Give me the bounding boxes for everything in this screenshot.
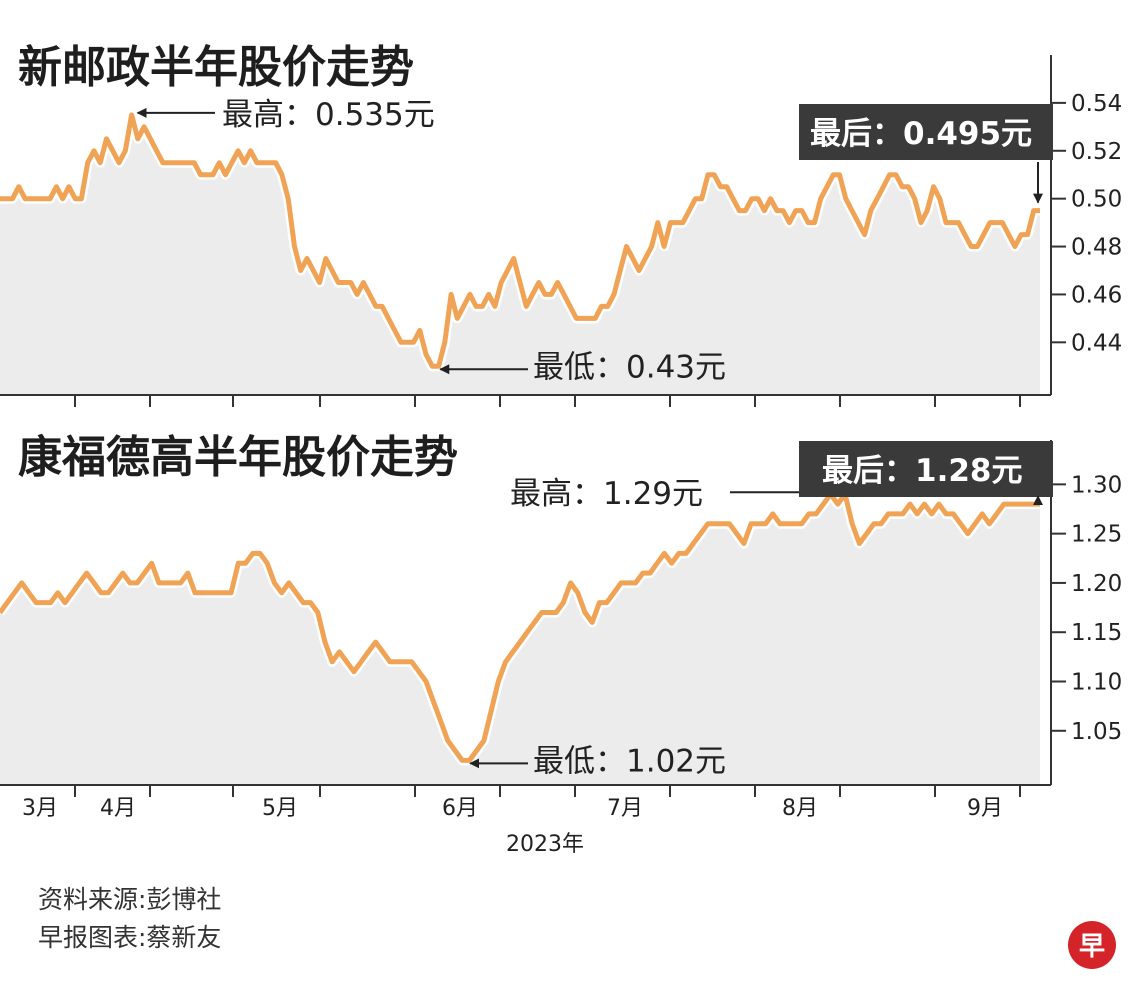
chart-panel-1: 0.54 0.52 0.50 0.48 0.46 0.44 新邮政半年股价走势 最高：0.…	[0, 42, 1122, 407]
price-area-1	[0, 114, 1040, 396]
y-tick-label: 1.05	[1071, 719, 1122, 745]
annotation-last-label-2: 最后：1.28元	[822, 453, 1023, 489]
chart-panel-2: 1.30 1.25 1.20 1.15 1.10 1.05 康福德高半年股价走势 最高：1…	[0, 432, 1122, 857]
x-ticks-2	[74, 785, 1021, 797]
y-ticks-1: 0.54 0.52 0.50 0.48 0.46 0.44	[1051, 91, 1122, 356]
annotation-last-2: 最后：1.28元	[799, 441, 1053, 506]
zaobao-logo: 早	[1068, 921, 1116, 969]
annotation-low-2: 最低：1.02元	[469, 743, 726, 779]
annotation-high-1: 最高：0.535元	[136, 97, 435, 133]
price-area-2	[0, 494, 1040, 785]
source-line-2: 早报图表:蔡新友	[38, 923, 221, 952]
annotation-last-label-1: 最后：0.495元	[810, 116, 1032, 152]
x-tick-label: 6月	[442, 796, 478, 821]
logo-circle	[1068, 921, 1116, 969]
x-tick-label: 5月	[262, 796, 298, 821]
x-tick-label: 3月	[22, 796, 58, 821]
annotation-high-label-2: 最高：1.29元	[510, 476, 703, 512]
y-tick-label: 1.20	[1071, 571, 1122, 597]
chart-title-1: 新邮政半年股价走势	[18, 42, 414, 93]
x-tick-label: 9月	[967, 796, 1003, 821]
annotation-high-label-1: 最高：0.535元	[222, 97, 435, 133]
chart-title-2: 康福德高半年股价走势	[18, 432, 458, 483]
logo-char: 早	[1079, 932, 1105, 962]
y-tick-label: 0.50	[1071, 187, 1122, 213]
y-tick-label: 0.44	[1071, 330, 1122, 356]
annotation-high-2: 最高：1.29元	[510, 476, 824, 512]
year-label: 2023年	[506, 832, 584, 857]
source-line-1: 资料来源:彭博社	[38, 885, 221, 914]
x-tick-label: 8月	[782, 796, 818, 821]
last-price-box-1	[799, 104, 1053, 160]
y-tick-label: 1.15	[1071, 620, 1122, 646]
y-ticks-2: 1.30 1.25 1.20 1.15 1.10 1.05	[1051, 472, 1122, 745]
x-tick-label: 4月	[100, 796, 136, 821]
annotation-low-label-2: 最低：1.02元	[533, 743, 726, 779]
month-labels: 3月 4月 5月 6月 7月 8月 9月	[22, 796, 1003, 821]
x-tick-label: 7月	[607, 796, 643, 821]
y-tick-label: 1.10	[1071, 670, 1122, 696]
y-tick-label: 1.30	[1071, 472, 1122, 498]
y-tick-label: 1.25	[1071, 522, 1122, 548]
annotation-low-1: 最低：0.43元	[439, 349, 726, 385]
y-tick-label: 0.54	[1071, 91, 1122, 117]
annotation-last-1: 最后：0.495元	[799, 104, 1053, 204]
price-line-2	[0, 491, 1040, 763]
x-ticks-1	[74, 395, 1021, 407]
annotation-low-label-1: 最低：0.43元	[533, 349, 726, 385]
y-tick-label: 0.46	[1071, 282, 1122, 308]
price-line-1	[0, 112, 1040, 369]
y-tick-label: 0.48	[1071, 235, 1122, 261]
last-price-box-2	[799, 441, 1053, 497]
y-tick-label: 0.52	[1071, 139, 1122, 165]
